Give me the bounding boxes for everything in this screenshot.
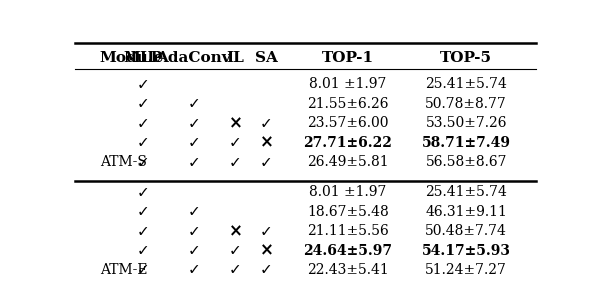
Text: 26.49±5.81: 26.49±5.81 xyxy=(307,155,389,169)
Text: 53.50±7.26: 53.50±7.26 xyxy=(426,116,507,130)
Text: ✓: ✓ xyxy=(187,96,200,111)
Text: ✓: ✓ xyxy=(136,135,149,150)
Text: ✓: ✓ xyxy=(187,135,200,150)
Text: ✓: ✓ xyxy=(187,262,200,278)
Text: Module: Module xyxy=(100,51,164,65)
Text: 50.48±7.74: 50.48±7.74 xyxy=(426,224,507,238)
Text: 8.01 ±1.97: 8.01 ±1.97 xyxy=(309,77,387,91)
Text: ✓: ✓ xyxy=(229,155,241,170)
Text: ATM-E: ATM-E xyxy=(100,263,147,277)
Text: ✓: ✓ xyxy=(136,116,149,131)
Text: 56.58±8.67: 56.58±8.67 xyxy=(426,155,507,169)
Text: SA: SA xyxy=(254,51,278,65)
Text: 25.41±5.74: 25.41±5.74 xyxy=(426,77,507,91)
Text: ✓: ✓ xyxy=(229,262,241,278)
Text: ✓: ✓ xyxy=(187,116,200,131)
Text: TOP-5: TOP-5 xyxy=(440,51,492,65)
Text: $\boldsymbol{\times}$: $\boldsymbol{\times}$ xyxy=(259,134,273,152)
Text: ✓: ✓ xyxy=(260,262,272,278)
Text: ✓: ✓ xyxy=(136,155,149,170)
Text: ✓: ✓ xyxy=(136,185,149,200)
Text: ✓: ✓ xyxy=(136,262,149,278)
Text: ✓: ✓ xyxy=(187,224,200,239)
Text: TOP-1: TOP-1 xyxy=(322,51,374,65)
Text: ✓: ✓ xyxy=(229,135,241,150)
Text: ATM-S: ATM-S xyxy=(100,155,147,169)
Text: $\boldsymbol{\times}$: $\boldsymbol{\times}$ xyxy=(259,242,273,260)
Text: 25.41±5.74: 25.41±5.74 xyxy=(426,185,507,199)
Text: ✓: ✓ xyxy=(136,204,149,219)
Text: ✓: ✓ xyxy=(136,224,149,239)
Text: 23.57±6.00: 23.57±6.00 xyxy=(307,116,389,130)
Text: ✓: ✓ xyxy=(260,116,272,131)
Text: 22.43±5.41: 22.43±5.41 xyxy=(307,263,389,277)
Text: 46.31±9.11: 46.31±9.11 xyxy=(426,205,507,219)
Text: $\boldsymbol{\times}$: $\boldsymbol{\times}$ xyxy=(228,222,242,240)
Text: ✓: ✓ xyxy=(136,96,149,111)
Text: ✓: ✓ xyxy=(260,224,272,239)
Text: 24.64±5.97: 24.64±5.97 xyxy=(303,244,392,258)
Text: 18.67±5.48: 18.67±5.48 xyxy=(307,205,389,219)
Text: AdaConv: AdaConv xyxy=(156,51,231,65)
Text: IL: IL xyxy=(226,51,244,65)
Text: ✓: ✓ xyxy=(187,243,200,258)
Text: ✓: ✓ xyxy=(136,77,149,92)
Text: 21.55±6.26: 21.55±6.26 xyxy=(307,97,389,111)
Text: 50.78±8.77: 50.78±8.77 xyxy=(426,97,507,111)
Text: ✓: ✓ xyxy=(187,204,200,219)
Text: $\boldsymbol{\times}$: $\boldsymbol{\times}$ xyxy=(228,114,242,132)
Text: MLP: MLP xyxy=(123,51,163,65)
Text: ✓: ✓ xyxy=(260,155,272,170)
Text: 27.71±6.22: 27.71±6.22 xyxy=(303,136,392,150)
Text: ✓: ✓ xyxy=(136,243,149,258)
Text: ✓: ✓ xyxy=(187,155,200,170)
Text: 58.71±7.49: 58.71±7.49 xyxy=(422,136,511,150)
Text: 8.01 ±1.97: 8.01 ±1.97 xyxy=(309,185,387,199)
Text: 51.24±7.27: 51.24±7.27 xyxy=(426,263,507,277)
Text: ✓: ✓ xyxy=(229,243,241,258)
Text: 21.11±5.56: 21.11±5.56 xyxy=(307,224,389,238)
Text: 54.17±5.93: 54.17±5.93 xyxy=(422,244,511,258)
